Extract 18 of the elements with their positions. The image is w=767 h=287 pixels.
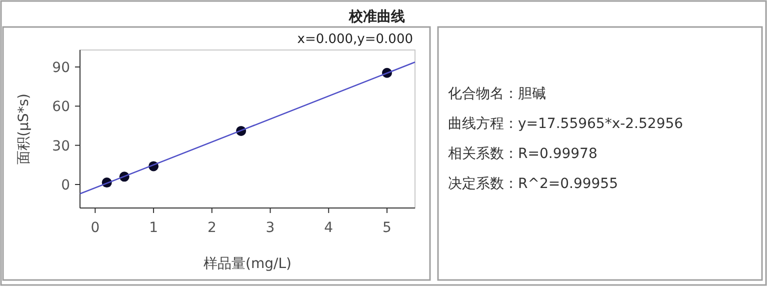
x-tick-label: 3 (266, 220, 275, 236)
text: 相关系数：R=0.99978 (448, 146, 598, 162)
text: 曲线方程：y=17.55965*x-2.52956 (448, 116, 684, 132)
y-tick-label: 30 (52, 138, 70, 154)
chart-title: 校准曲线 (348, 9, 405, 25)
text: 决定系数：R^2=0.99955 (448, 176, 618, 192)
x-axis-title: 样品量(mg/L) (204, 256, 292, 272)
x-tick-label: 4 (324, 220, 334, 236)
text: x=0.000,y=0.000 (297, 32, 413, 47)
y-tick-label: 60 (52, 99, 70, 116)
y-axis-title: 面积(μS*s) (16, 93, 32, 165)
x-tick-label: 2 (207, 220, 216, 236)
x-tick-label: 1 (149, 220, 158, 236)
y-tick-label: 0 (61, 177, 70, 194)
x-tick-label: 0 (90, 220, 100, 236)
text: 化合物名：胆碱 (448, 86, 546, 102)
y-tick-label: 90 (52, 60, 70, 76)
x-tick-label: 5 (382, 220, 392, 236)
